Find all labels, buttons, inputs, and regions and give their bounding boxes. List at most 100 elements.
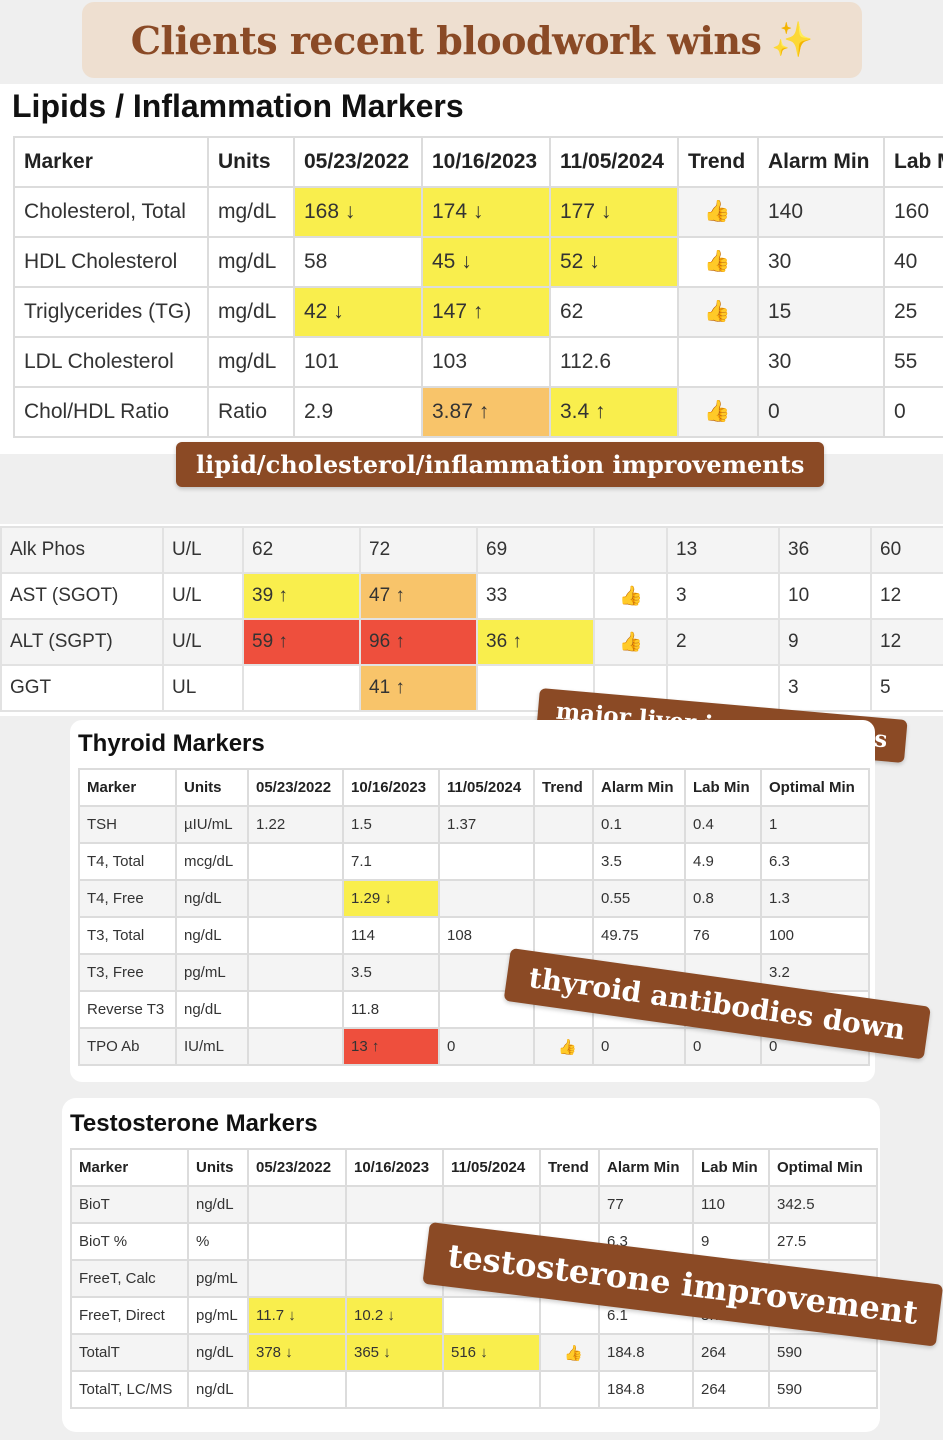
- table-cell: [593, 526, 668, 574]
- table-cell: pg/mL: [175, 953, 249, 992]
- table-cell: 25: [883, 286, 943, 338]
- table-cell: 590: [768, 1333, 878, 1372]
- table-cell: 3.2: [760, 953, 870, 992]
- column-header: Units: [175, 768, 249, 807]
- table-row: TSH µIU/mL 1.22 1.5 1.37 0.1 0.4 1: [78, 805, 870, 844]
- table-cell: [247, 879, 344, 918]
- thumbs-up-icon: 👍: [704, 250, 731, 273]
- table-cell: 49.75: [592, 916, 686, 955]
- table-cell: 13 ↑: [342, 1027, 440, 1066]
- column-header: 05/23/2022: [247, 1148, 347, 1187]
- table-row: BioT ng/dL 77 110 342.5: [70, 1185, 878, 1224]
- testosterone-title: Testosterone Markers: [70, 1110, 318, 1137]
- thumbs-up-icon: 👍: [564, 1344, 583, 1362]
- marker-name: BioT %: [70, 1222, 189, 1261]
- liver-table: Alk Phos U/L 62 72 69 13 36 60 AST (SGOT) U/L 39 ↑…: [0, 526, 943, 712]
- column-header: Marker: [78, 768, 177, 807]
- table-cell: 62: [242, 526, 361, 574]
- column-header: 10/16/2023: [421, 136, 551, 188]
- table-cell: 62: [549, 286, 679, 338]
- table-cell: 365 ↓: [345, 1333, 444, 1372]
- table-cell: 45 ↓: [421, 236, 551, 288]
- column-header: Trend: [539, 1148, 600, 1187]
- table-row: T4, Total mcg/dL 7.1 3.5 4.9 6.3: [78, 842, 870, 881]
- table-cell: 33: [476, 572, 595, 620]
- table-cell: 0: [592, 1027, 686, 1066]
- table-cell: [438, 842, 535, 881]
- marker-name: ALT (SGPT): [0, 618, 164, 666]
- table-cell: 378 ↓: [247, 1333, 347, 1372]
- table-cell: [533, 916, 594, 955]
- marker-name: T3, Total: [78, 916, 177, 955]
- table-row: Cholesterol, Total mg/dL 168 ↓ 174 ↓ 177 ↓ 👍 1…: [13, 186, 943, 238]
- column-header: 10/16/2023: [345, 1148, 444, 1187]
- table-cell: 264: [692, 1370, 770, 1409]
- table-cell: 516 ↓: [442, 1333, 541, 1372]
- marker-name: TSH: [78, 805, 177, 844]
- table-row: TotalT ng/dL 378 ↓ 365 ↓ 516 ↓ 👍 184.8 264 590: [70, 1333, 878, 1372]
- trend-cell: 👍: [677, 286, 759, 338]
- table-cell: 10.2 ↓: [345, 1296, 444, 1335]
- table-cell: 0: [438, 1027, 535, 1066]
- table-cell: 60: [870, 526, 943, 574]
- thumbs-up-icon: 👍: [619, 632, 643, 653]
- table-cell: 174 ↓: [421, 186, 551, 238]
- column-header: 05/23/2022: [293, 136, 423, 188]
- table-cell: ng/dL: [175, 879, 249, 918]
- table-cell: 2: [666, 618, 780, 666]
- table-cell: 110: [692, 1185, 770, 1224]
- table-row: Chol/HDL Ratio Ratio 2.9 3.87 ↑ 3.4 ↑ 👍 0 0: [13, 386, 943, 438]
- table-cell: µIU/mL: [175, 805, 249, 844]
- table-cell: 100: [760, 916, 870, 955]
- marker-name: FreeT, Calc: [70, 1259, 189, 1298]
- table-cell: [247, 990, 344, 1029]
- table-cell: [247, 1370, 347, 1409]
- table-cell: 36 ↑: [476, 618, 595, 666]
- lipids-caption: lipid/cholesterol/inflammation improveme…: [176, 442, 825, 487]
- table-cell: [533, 879, 594, 918]
- column-header: Alarm Min: [592, 768, 686, 807]
- table-cell: mg/dL: [207, 186, 295, 238]
- table-cell: 9: [778, 618, 872, 666]
- table-cell: [539, 1185, 600, 1224]
- table-cell: 112.6: [549, 336, 679, 388]
- table-cell: 1.5: [342, 805, 440, 844]
- table-row: T4, Free ng/dL 1.29 ↓ 0.55 0.8 1.3: [78, 879, 870, 918]
- trend-cell: 👍: [539, 1333, 600, 1372]
- table-cell: 30: [757, 336, 885, 388]
- trend-cell: 👍: [533, 1027, 594, 1066]
- trend-cell: 👍: [677, 186, 759, 238]
- table-cell: 140: [757, 186, 885, 238]
- table-cell: 96 ↑: [359, 618, 478, 666]
- table-cell: pg/mL: [187, 1259, 249, 1298]
- table-cell: 590: [768, 1370, 878, 1409]
- table-cell: 1.37: [438, 805, 535, 844]
- table-cell: ng/dL: [187, 1333, 249, 1372]
- marker-name: Reverse T3: [78, 990, 177, 1029]
- table-cell: 0.8: [684, 879, 762, 918]
- table-cell: U/L: [162, 526, 244, 574]
- table-cell: IU/mL: [175, 1027, 249, 1066]
- table-cell: 184.8: [598, 1370, 694, 1409]
- trend-cell: 👍: [677, 386, 759, 438]
- marker-name: FreeT, Direct: [70, 1296, 189, 1335]
- table-cell: [242, 664, 361, 712]
- thumbs-up-icon: 👍: [704, 200, 731, 223]
- column-header: Optimal Min: [768, 1148, 878, 1187]
- column-header: Optimal Min: [760, 768, 870, 807]
- table-cell: 160: [883, 186, 943, 238]
- table-cell: 59 ↑: [242, 618, 361, 666]
- table-row: AST (SGOT) U/L 39 ↑ 47 ↑ 33 👍 3 10 12: [0, 572, 943, 620]
- table-row: HDL Cholesterol mg/dL 58 45 ↓ 52 ↓ 👍 30 40: [13, 236, 943, 288]
- sparkle-icon: ✨: [771, 20, 814, 60]
- table-cell: 1: [760, 805, 870, 844]
- marker-name: TotalT, LC/MS: [70, 1370, 189, 1409]
- table-cell: 36: [778, 526, 872, 574]
- trend-cell: 👍: [593, 572, 668, 620]
- table-cell: 27.5: [768, 1222, 878, 1261]
- table-cell: [247, 916, 344, 955]
- table-cell: 58: [293, 236, 423, 288]
- table-cell: 6.3: [760, 842, 870, 881]
- table-cell: 0: [757, 386, 885, 438]
- column-header: 11/05/2024: [442, 1148, 541, 1187]
